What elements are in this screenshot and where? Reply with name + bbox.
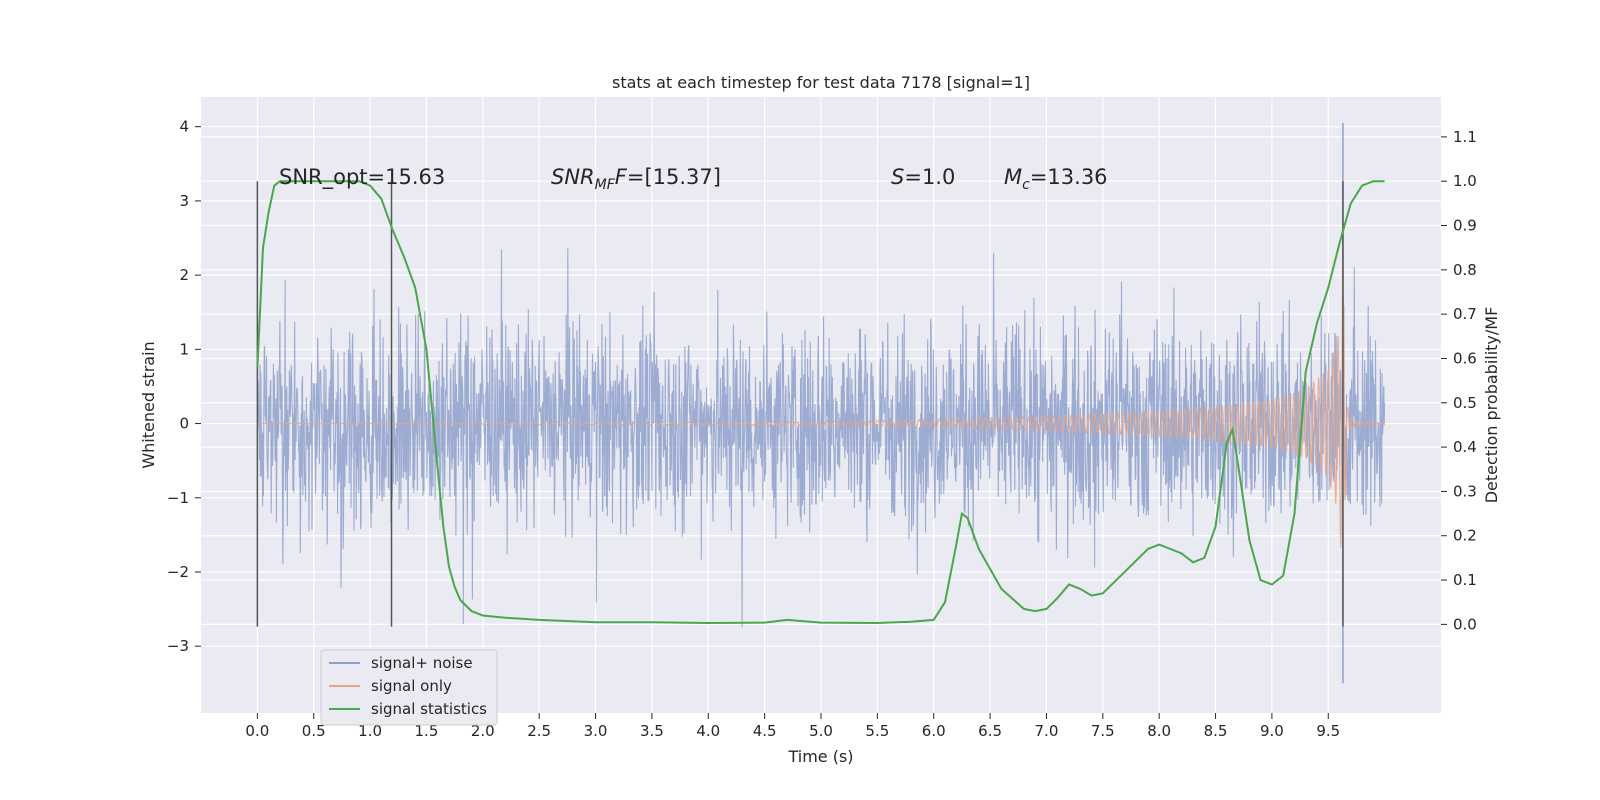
y-axis-ticks: −3 −2 −1 0 1 2 3 4 [167,118,201,655]
annotation-s-value: =1.0 [904,165,955,189]
signal-series [257,230,1385,548]
y-tick-label-4: 1 [179,340,189,358]
y-right-tick-label-11: 1.1 [1453,128,1477,146]
y-tick-label-1: −2 [167,563,189,581]
annotation-snr-mf-value: =[15.37] [627,165,721,189]
x-tick-label-11: 5.5 [865,722,889,740]
x-tick-label-6: 3.0 [584,722,608,740]
legend-label-statistics: signal statistics [371,700,487,718]
y-right-tick-label-10: 1.0 [1453,172,1477,190]
y-tick-label-6: 3 [179,192,189,210]
legend-label-noise: signal+ noise [371,654,473,672]
x-tick-label-14: 7.0 [1035,722,1059,740]
annotation-snr-mf-sub: MF [595,177,616,193]
legend-box [320,649,498,726]
y-right-tick-label-9: 0.9 [1453,217,1477,235]
x-tick-label-12: 6.0 [922,722,946,740]
annotation-s: S=1.0 [891,165,955,189]
chart-title: stats at each timestep for test data 717… [612,73,1030,92]
annotation-snr-mf: SNRMFF=[15.37] [551,165,721,193]
y-tick-label-3: 0 [179,415,189,433]
x-tick-label-4: 2.0 [471,722,495,740]
y-right-tick-label-2: 0.2 [1453,527,1477,545]
y-tick-label-7: 4 [179,118,189,136]
annotation-s-label: S [891,165,904,189]
y-tick-label-2: −1 [167,489,189,507]
x-tick-label-15: 7.5 [1091,722,1115,740]
y-right-tick-label-8: 0.8 [1453,261,1477,279]
y-tick-label-5: 2 [179,266,189,284]
x-tick-label-0: 0.0 [245,722,269,740]
annotation-snr-mf-base: SNR [551,165,595,189]
y-axis-label: Whitened strain [139,341,158,468]
y-right-tick-label-7: 0.7 [1453,305,1477,323]
annotation-mc-label: M [1004,165,1022,189]
y-axis-right-label: Detection probability/MF [1482,307,1501,504]
x-tick-label-5: 2.5 [527,722,551,740]
x-axis-label: Time (s) [787,747,853,766]
x-tick-label-10: 5.0 [809,722,833,740]
annotation-snr-opt: SNR_opt=15.63 [279,165,445,190]
legend-label-signal: signal only [371,677,452,695]
x-axis-ticks: 0.0 0.5 1.0 1.5 2.0 2.5 3.0 3.5 4.0 4.5 5.0 5.5 6.0 6… [245,713,1340,740]
y-right-tick-label-4: 0.4 [1453,438,1477,456]
x-tick-label-7: 3.5 [640,722,664,740]
y-right-tick-label-1: 0.1 [1453,571,1477,589]
x-tick-label-17: 8.5 [1204,722,1228,740]
signal-line [257,230,1385,548]
x-tick-label-1: 0.5 [302,722,326,740]
x-tick-label-2: 1.0 [358,722,382,740]
statistics-line [256,180,1385,625]
annotation-mc: Mc=13.36 [1004,165,1108,193]
x-tick-label-18: 9.0 [1260,722,1284,740]
y-right-tick-label-6: 0.6 [1453,349,1477,367]
annotation-mc-value: =13.36 [1030,165,1108,189]
y-right-tick-label-0: 0.0 [1453,615,1477,633]
x-tick-label-13: 6.5 [978,722,1002,740]
legend: signal+ noise signal only signal statist… [320,649,498,726]
statistics-series [256,180,1385,625]
x-tick-label-8: 4.0 [696,722,720,740]
y-right-tick-label-5: 0.5 [1453,394,1477,412]
y-axis-right-ticks: 0.0 0.1 0.2 0.3 0.4 0.5 0.6 0.7 0.8 0.9 1.0 1.1 [1441,128,1477,633]
vertical-markers [256,181,1344,627]
y-right-tick-label-3: 0.3 [1453,482,1477,500]
x-tick-label-3: 1.5 [415,722,439,740]
annotation-mc-sub: c [1022,177,1030,193]
x-tick-label-19: 9.5 [1316,722,1340,740]
x-tick-label-9: 4.5 [753,722,777,740]
y-tick-label-0: −3 [167,637,189,655]
x-tick-label-16: 8.0 [1147,722,1171,740]
